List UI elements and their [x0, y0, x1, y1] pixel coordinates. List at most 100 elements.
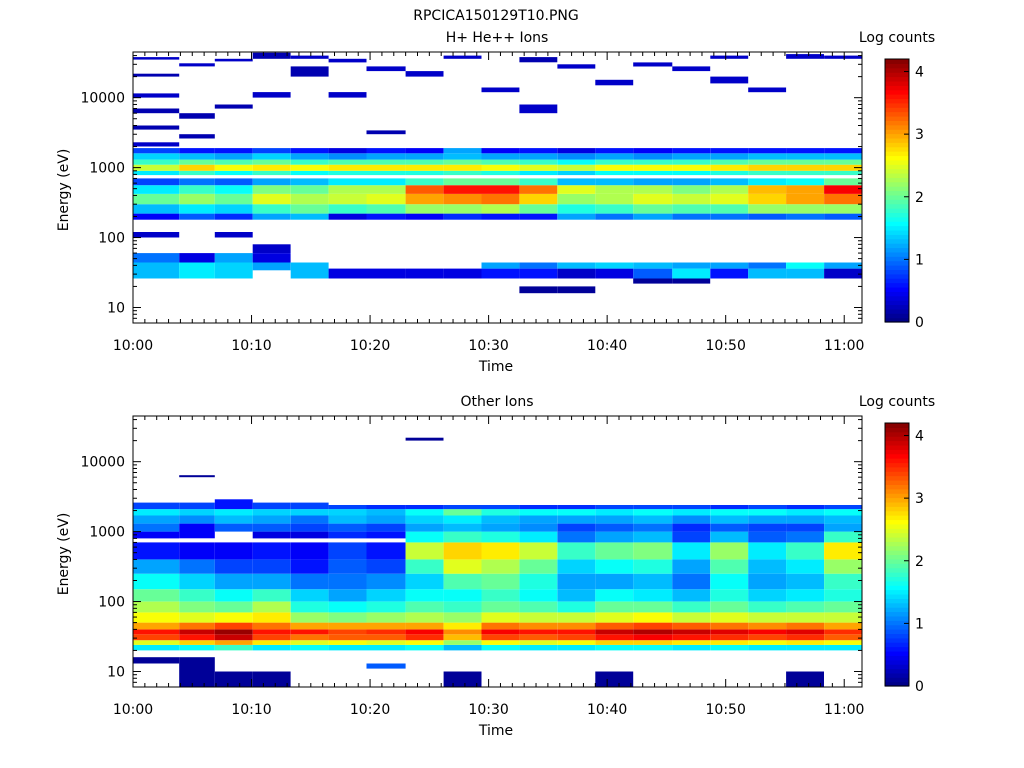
heatmap-cell	[252, 515, 291, 524]
heatmap-cell	[366, 204, 406, 214]
heatmap-cell	[366, 194, 406, 205]
colorbar-frame	[884, 58, 910, 323]
panel-other-ions: Other Ions Log counts 10:00 10:10 10:20 10:…	[56, 394, 935, 739]
heatmap-cell	[133, 73, 180, 77]
heatmap-cell	[366, 622, 406, 630]
heatmap-cell	[179, 153, 215, 160]
heatmap-cell	[405, 515, 444, 524]
heatmap-cell	[405, 178, 444, 186]
heatmap-cell	[290, 601, 329, 613]
colorbar-segment	[885, 221, 909, 227]
heatmap-cell	[133, 531, 180, 539]
heatmap-cell	[595, 170, 634, 176]
heatmap-cell	[290, 523, 329, 532]
heatmap-cell	[328, 622, 367, 630]
heatmap-cell	[290, 589, 329, 602]
heatmap-cell	[443, 612, 482, 623]
colorbar-segment	[885, 449, 909, 455]
heatmap-cell	[481, 629, 520, 635]
heatmap-cell	[133, 634, 180, 641]
y-ticks: 10 100 1000 10000	[80, 55, 862, 324]
colorbar: 0 1 2 3 4	[884, 422, 924, 695]
heatmap-cell	[786, 153, 824, 160]
colorbar-segment	[885, 59, 909, 64]
heatmap-cell	[328, 164, 367, 171]
heatmap-cell	[366, 542, 406, 560]
heatmap-cell	[214, 612, 253, 623]
heatmap-cell	[252, 262, 291, 271]
heatmap-cell	[133, 108, 180, 114]
heatmap-cell	[786, 671, 824, 687]
heatmap-cell	[290, 559, 329, 574]
heatmap-cell	[443, 159, 482, 165]
heatmap-cell	[179, 194, 215, 205]
heatmap-cell	[290, 542, 329, 560]
heatmap-cell	[748, 644, 787, 651]
heatmap-cell	[214, 671, 253, 687]
heatmap-cell	[443, 268, 482, 279]
colorbar-segment	[885, 681, 909, 687]
heatmap-cell	[290, 640, 329, 645]
heatmap-cell	[672, 542, 711, 560]
colorbar-segment	[885, 664, 909, 670]
heatmap-cell	[405, 589, 444, 602]
heatmap-cell	[290, 66, 329, 77]
heatmap-cell	[557, 164, 596, 171]
heatmap-cell	[290, 531, 329, 539]
heatmap-cell	[672, 159, 711, 165]
heatmap-cell	[328, 92, 367, 98]
heatmap-cell	[595, 634, 634, 641]
heatmap-cell	[824, 515, 862, 524]
heatmap-cell	[405, 573, 444, 590]
heatmap-cell	[366, 505, 406, 510]
colorbar-segment	[885, 120, 909, 126]
heatmap-cell	[672, 194, 711, 205]
heatmap-cell	[290, 573, 329, 590]
heatmap-cell	[328, 640, 367, 645]
heatmap-cells	[133, 52, 862, 294]
heatmap-cell	[481, 185, 520, 194]
heatmap-cell	[290, 159, 329, 165]
heatmap-cell	[214, 159, 253, 165]
heatmap-cell	[366, 159, 406, 165]
heatmap-cell	[290, 194, 329, 205]
heatmap-cell	[443, 573, 482, 590]
heatmap-cell	[786, 622, 824, 630]
heatmap-cell	[595, 178, 634, 186]
heatmap-cell	[595, 644, 634, 651]
heatmap-cell	[214, 629, 253, 635]
heatmap-cell	[366, 153, 406, 160]
heatmap-cell	[179, 253, 215, 263]
heatmap-cell	[557, 148, 596, 154]
heatmap-cell	[519, 286, 558, 294]
colorbar-tick-label: 2	[915, 190, 924, 206]
heatmap-cell	[179, 185, 215, 194]
heatmap-cell	[519, 629, 558, 635]
heatmap-cell	[405, 542, 444, 560]
heatmap-cell	[366, 559, 406, 574]
heatmap-cell	[133, 148, 180, 154]
heatmap-cell	[519, 164, 558, 171]
colorbar-segment	[885, 611, 909, 617]
heatmap-cell	[786, 164, 824, 171]
colorbar-segment	[885, 615, 909, 621]
heatmap-cell	[557, 629, 596, 635]
x-tick-label: 11:00	[824, 338, 864, 354]
heatmap-cell	[786, 644, 824, 651]
colorbar-segment	[885, 177, 909, 183]
heatmap-cell	[633, 601, 673, 613]
heatmap-cell	[710, 194, 749, 205]
heatmap-cell	[443, 523, 482, 532]
heatmap-cell	[481, 148, 520, 154]
heatmap-cell	[748, 542, 787, 560]
heatmap-cell	[133, 629, 180, 635]
heatmap-cell	[557, 601, 596, 613]
heatmap-cell	[328, 153, 367, 160]
heatmap-cell	[595, 573, 634, 590]
heatmap-cell	[672, 612, 711, 623]
heatmap-cell	[443, 622, 482, 630]
heatmap-cell	[443, 164, 482, 171]
heatmap-cell	[672, 509, 711, 516]
heatmap-cell	[328, 213, 367, 220]
heatmap-cell	[710, 644, 749, 651]
